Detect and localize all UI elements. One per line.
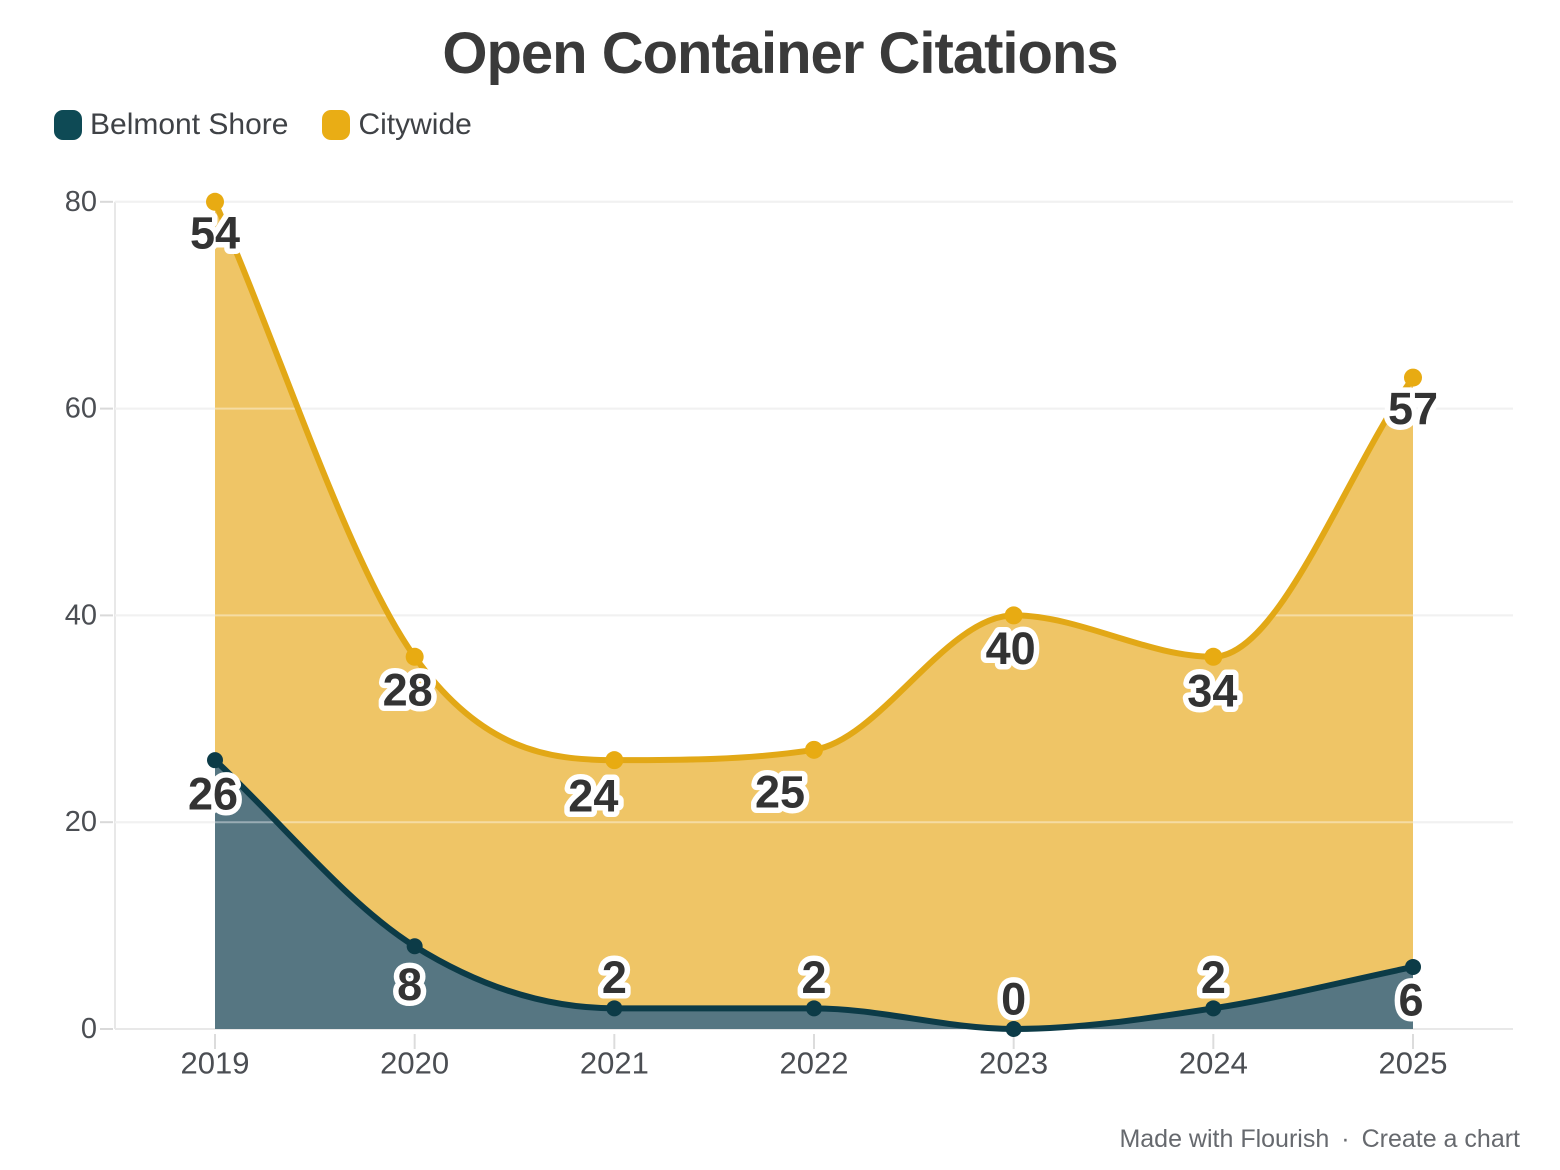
y-axis-label-0: 0: [81, 1013, 97, 1045]
dot-belmont-shore-2021[interactable]: [606, 1000, 623, 1017]
footer-separator: ·: [1341, 1125, 1350, 1153]
area-belmont-shore: [215, 760, 1413, 1029]
dot-belmont-shore-2020[interactable]: [406, 938, 423, 955]
value-label-citywide-2023: 40: [986, 623, 1036, 674]
x-axis-label-2023: 2023: [979, 1046, 1048, 1081]
y-axis-label-60: 60: [65, 393, 97, 425]
x-axis-label-2021: 2021: [580, 1046, 649, 1081]
chart-footer: Made with Flourish · Create a chart: [1119, 1125, 1520, 1154]
dot-belmont-shore-2025[interactable]: [1405, 958, 1421, 975]
dot-citywide-2025[interactable]: [1404, 368, 1422, 387]
dot-belmont-shore-2023[interactable]: [1005, 1021, 1022, 1037]
legend-item-belmont-shore[interactable]: Belmont Shore: [54, 110, 288, 140]
value-label-belmont-shore-2019: 26: [188, 769, 238, 820]
dot-citywide-2020[interactable]: [405, 647, 424, 666]
dot-citywide-2019[interactable]: [206, 192, 224, 211]
x-axis-label-2024: 2024: [1179, 1046, 1248, 1081]
dot-belmont-shore-2019[interactable]: [207, 752, 223, 769]
value-label-belmont-shore-2021: 2: [602, 952, 627, 1003]
legend-label-citywide: Citywide: [358, 108, 472, 141]
legend-swatch-citywide: [322, 110, 351, 140]
legend-item-citywide[interactable]: Citywide: [322, 108, 472, 141]
dot-citywide-2021[interactable]: [605, 751, 624, 770]
value-label-belmont-shore-2023: 0: [1001, 974, 1026, 1025]
value-label-citywide-2022: 25: [755, 766, 805, 817]
x-axis-label-2020: 2020: [380, 1046, 449, 1081]
value-label-citywide-2021: 24: [568, 771, 618, 822]
y-axis-label-20: 20: [65, 806, 97, 838]
value-label-belmont-shore-2024: 2: [1201, 952, 1226, 1003]
create-a-chart-link[interactable]: Create a chart: [1361, 1125, 1520, 1153]
made-with-flourish-link[interactable]: Made with Flourish: [1119, 1125, 1330, 1153]
legend-swatch-belmont-shore: [54, 110, 82, 140]
dot-belmont-shore-2024[interactable]: [1205, 1000, 1222, 1017]
x-axis-label-2019: 2019: [181, 1046, 250, 1081]
value-label-belmont-shore-2022: 2: [801, 952, 826, 1003]
value-label-citywide-2019: 54: [190, 207, 240, 258]
dot-citywide-2023[interactable]: [1004, 606, 1023, 625]
dot-citywide-2024[interactable]: [1204, 647, 1223, 666]
value-label-belmont-shore-2020: 8: [397, 959, 422, 1010]
value-label-citywide-2024: 34: [1187, 665, 1237, 716]
x-axis-label-2025: 2025: [1379, 1046, 1448, 1081]
chart-title: Open Container Citations: [442, 21, 1118, 86]
area-citywide: [215, 201, 1413, 1030]
value-label-citywide-2025: 57: [1388, 383, 1438, 434]
y-axis-label-40: 40: [65, 599, 97, 631]
x-axis-label-2022: 2022: [780, 1046, 849, 1081]
dot-citywide-2022[interactable]: [805, 740, 823, 759]
legend: Belmont Shore Citywide: [54, 110, 472, 140]
dot-belmont-shore-2022[interactable]: [806, 1000, 822, 1017]
value-label-belmont-shore-2025: 6: [1398, 974, 1423, 1025]
y-axis-label-80: 80: [65, 186, 97, 218]
legend-label-belmont-shore: Belmont Shore: [90, 108, 289, 141]
value-label-citywide-2020: 28: [383, 664, 433, 715]
